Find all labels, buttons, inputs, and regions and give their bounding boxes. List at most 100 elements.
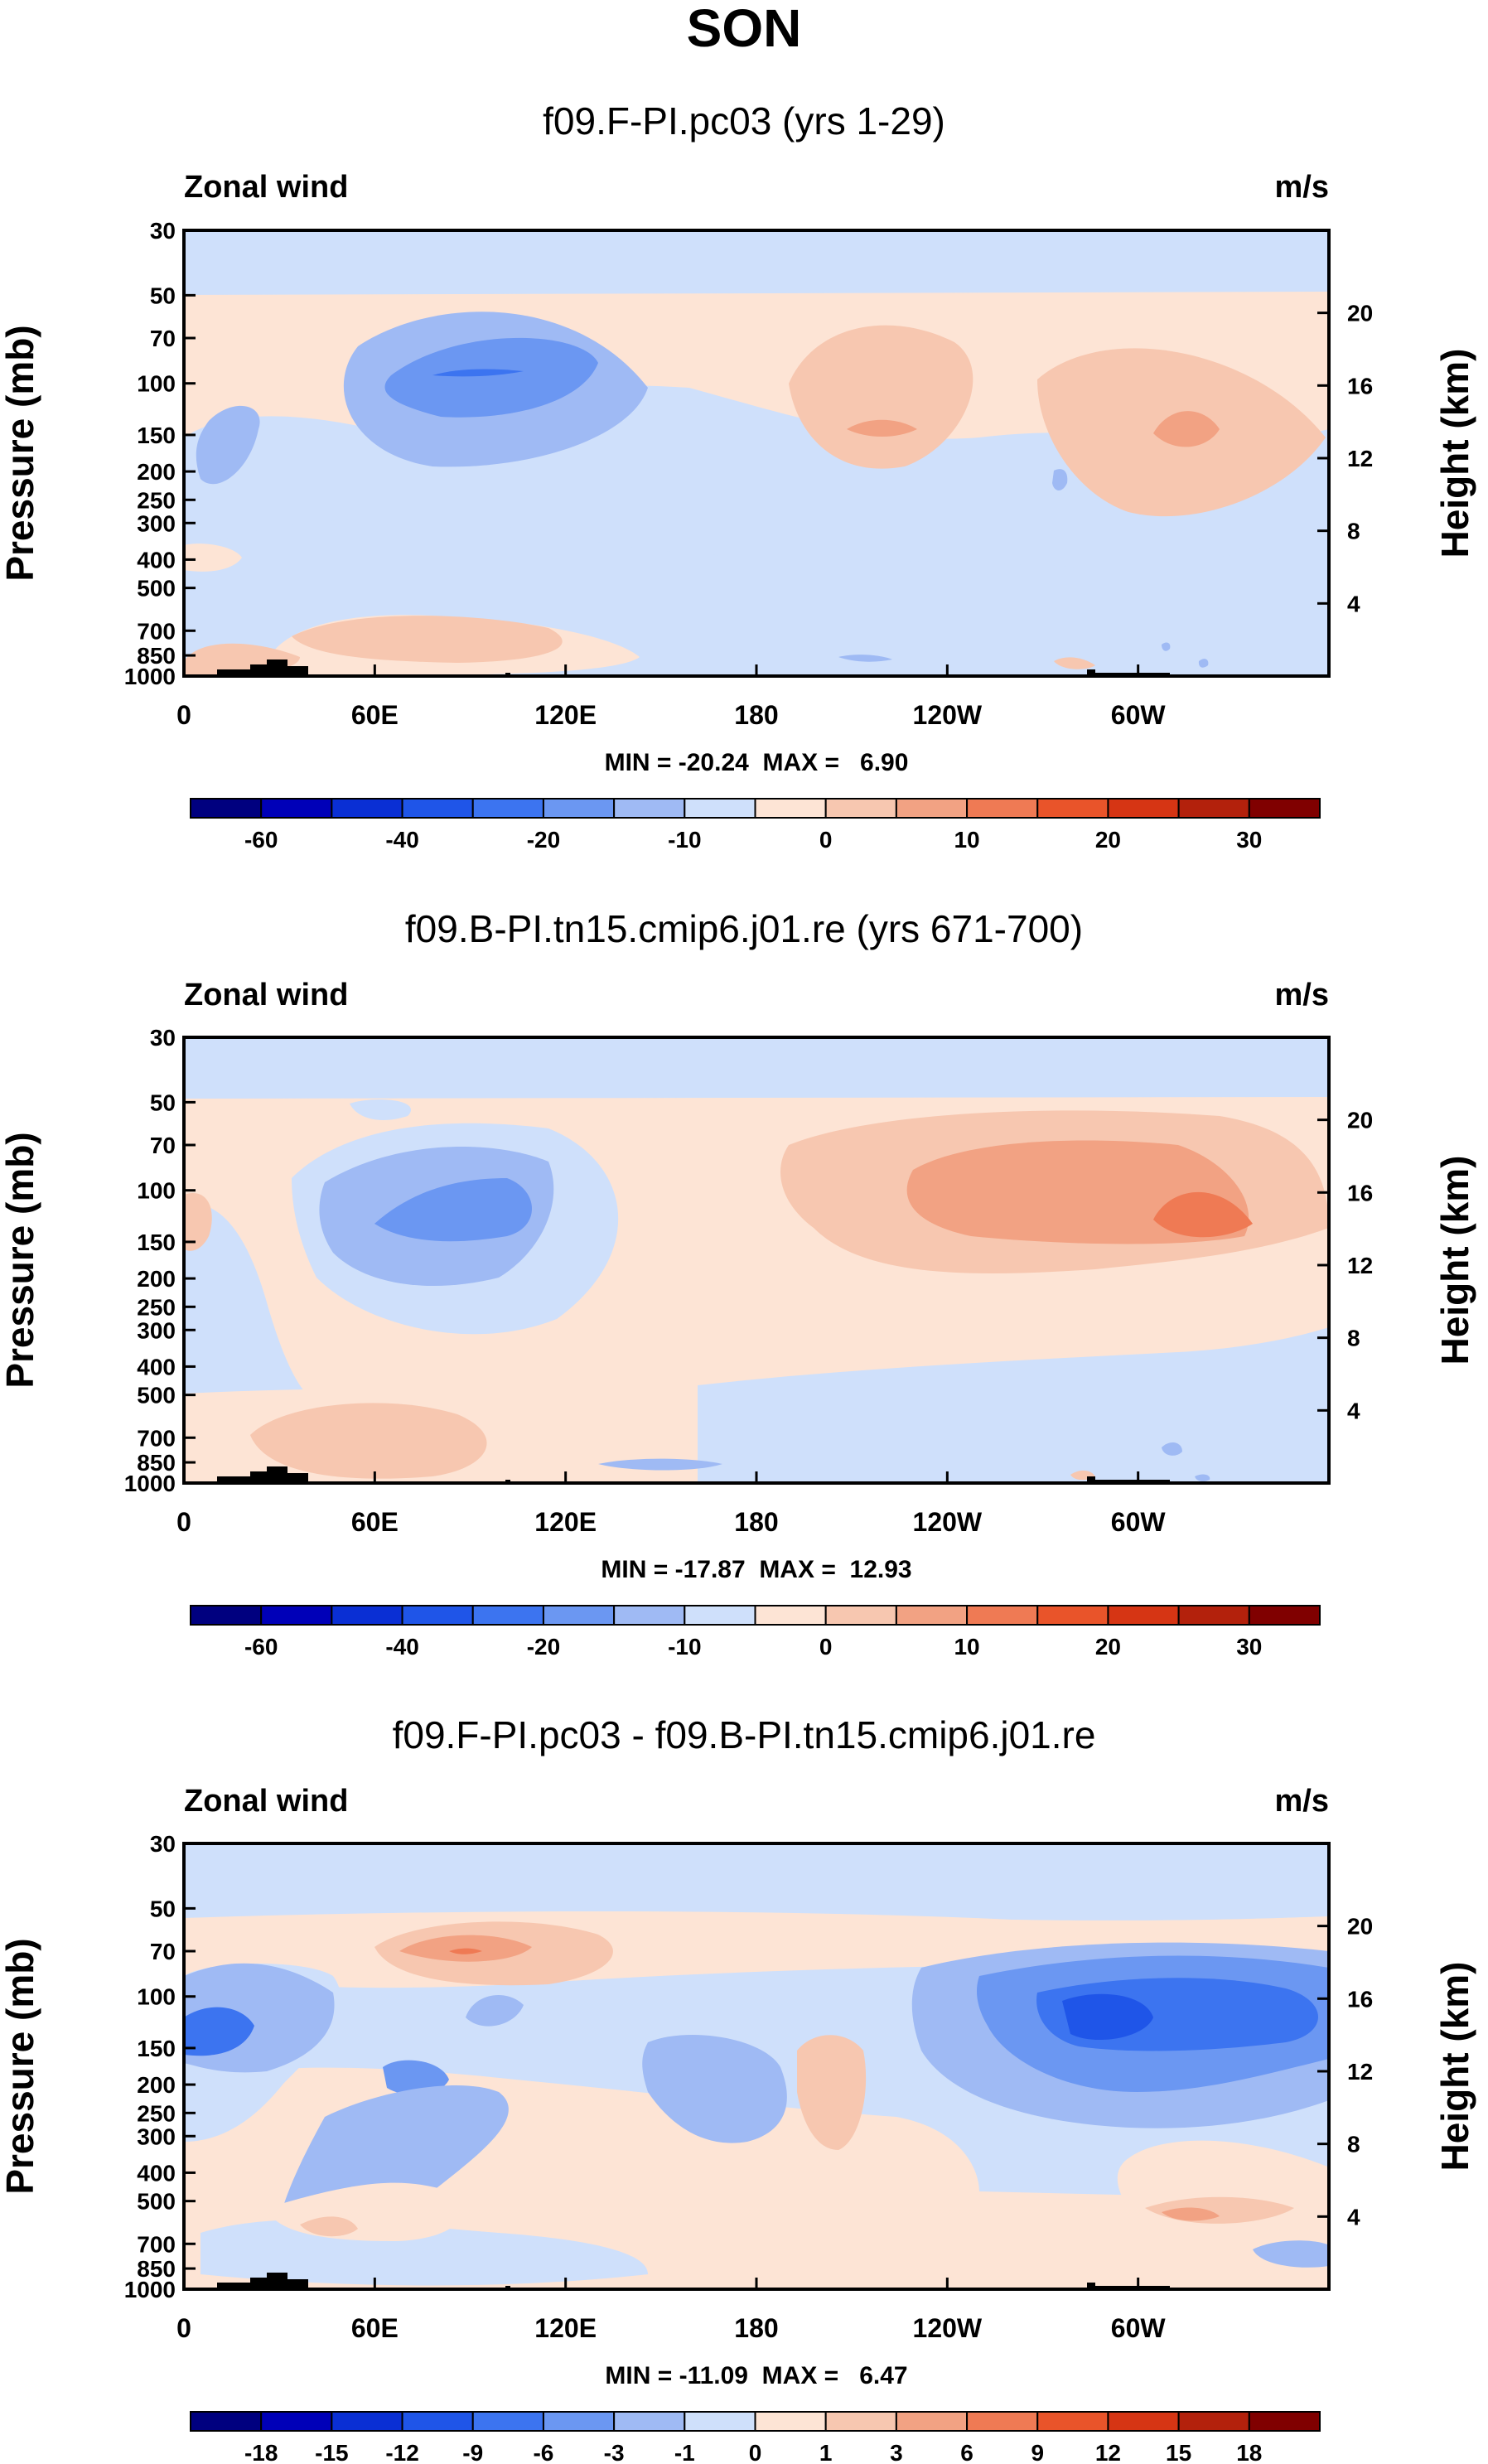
y-tick-label: 70 bbox=[150, 1939, 176, 1964]
colorbar-swatch bbox=[471, 2411, 544, 2432]
colorbar-label: -18 bbox=[244, 2440, 278, 2464]
colorbar-label: -1 bbox=[674, 2440, 695, 2464]
colorbar-label: -40 bbox=[385, 1634, 418, 1660]
height-tick-label: 4 bbox=[1347, 591, 1360, 616]
y-tick-label: 100 bbox=[137, 1984, 176, 2010]
y-tick-label: 300 bbox=[137, 2123, 176, 2149]
y-tick-label: 850 bbox=[137, 643, 176, 669]
colorbar-swatch bbox=[1036, 798, 1109, 819]
colorbar-label: -10 bbox=[668, 1634, 701, 1660]
colorbar-label: -60 bbox=[244, 1634, 278, 1660]
y-tick-label: 30 bbox=[150, 1025, 176, 1051]
colorbar-swatch bbox=[542, 2411, 616, 2432]
y-tick-label: 150 bbox=[137, 1230, 176, 1255]
page-title: SON bbox=[687, 0, 802, 58]
colorbar-label: -12 bbox=[385, 2440, 418, 2464]
panel-1-ylabel-left: Pressure (mb) bbox=[0, 325, 41, 581]
colorbar-swatch bbox=[1248, 2411, 1321, 2432]
colorbar-label: 10 bbox=[954, 1634, 979, 1660]
colorbar-label: 1 bbox=[819, 2440, 833, 2464]
height-tick-label: 16 bbox=[1347, 1180, 1373, 1205]
y-tick-label: 300 bbox=[137, 1317, 176, 1343]
panel-3-ylabel-right: Height (km) bbox=[1433, 1962, 1476, 2172]
panel-3-title: f09.F-PI.pc03 - f09.B-PI.tn15.cmip6.j01.… bbox=[393, 1713, 1096, 1756]
colorbar-swatch bbox=[1177, 1605, 1250, 1626]
panel-3-field bbox=[184, 1843, 1329, 2289]
colorbar-label: 30 bbox=[1236, 1634, 1262, 1660]
colorbar-label: 10 bbox=[954, 827, 979, 853]
x-tick-label: 0 bbox=[176, 1507, 191, 1537]
colorbar-label: -6 bbox=[533, 2440, 553, 2464]
colorbar-swatch bbox=[190, 798, 263, 819]
colorbar-swatch bbox=[260, 2411, 333, 2432]
y-tick-label: 250 bbox=[137, 2100, 176, 2126]
colorbar-swatch bbox=[966, 798, 1039, 819]
colorbar-label: -60 bbox=[244, 827, 278, 853]
x-tick-label: 180 bbox=[734, 2313, 778, 2343]
y-tick-label: 400 bbox=[137, 1354, 176, 1379]
height-tick-label: 16 bbox=[1347, 1986, 1373, 2012]
colorbar-swatch bbox=[684, 1605, 756, 1626]
panel-2-ylabel-right: Height (km) bbox=[1433, 1156, 1476, 1365]
colorbar-swatch bbox=[684, 798, 756, 819]
height-tick-label: 12 bbox=[1347, 446, 1373, 471]
y-tick-label: 150 bbox=[137, 423, 176, 448]
panel-2-colorbar: -60 -40 -20 -10 0 10 20 30 bbox=[190, 1605, 1321, 1660]
x-tick-label: 120W bbox=[913, 700, 983, 730]
colorbar-swatch bbox=[401, 2411, 474, 2432]
colorbar-swatch bbox=[824, 798, 897, 819]
panel-3-variable-label: Zonal wind bbox=[184, 1784, 348, 1819]
colorbar-swatch bbox=[824, 1605, 897, 1626]
y-tick-label: 70 bbox=[150, 1133, 176, 1158]
y-tick-label: 30 bbox=[150, 218, 176, 244]
x-tick-label: 120E bbox=[534, 2313, 597, 2343]
y-tick-label: 200 bbox=[137, 459, 176, 485]
colorbar-swatch bbox=[331, 2411, 403, 2432]
panel-1: f09.F-PI.pc03 (yrs 1-29) Zonal wind m/s bbox=[0, 99, 1476, 853]
colorbar-swatch bbox=[966, 1605, 1039, 1626]
colorbar-swatch bbox=[471, 1605, 544, 1626]
x-tick-label: 120E bbox=[534, 700, 597, 730]
panel-1-units-label: m/s bbox=[1275, 170, 1329, 205]
x-tick-label: 180 bbox=[734, 1507, 778, 1537]
x-tick-label: 60W bbox=[1111, 1507, 1167, 1537]
panel-1-ylabel-right: Height (km) bbox=[1433, 349, 1476, 558]
colorbar-swatch bbox=[824, 2411, 897, 2432]
y-tick-label: 200 bbox=[137, 1266, 176, 1292]
panel-2-units-label: m/s bbox=[1275, 978, 1329, 1012]
colorbar-label: 12 bbox=[1095, 2440, 1121, 2464]
colorbar-swatch bbox=[754, 2411, 827, 2432]
y-tick-label: 700 bbox=[137, 618, 176, 644]
x-tick-label: 60E bbox=[351, 700, 399, 730]
colorbar-swatch bbox=[1248, 1605, 1321, 1626]
panel-1-min-max: MIN = -20.24 MAX = 6.90 bbox=[605, 749, 909, 776]
y-tick-label: 1000 bbox=[124, 664, 176, 689]
colorbar-label: -40 bbox=[385, 827, 418, 853]
height-tick-label: 16 bbox=[1347, 373, 1373, 399]
panel-3: f09.F-PI.pc03 - f09.B-PI.tn15.cmip6.j01.… bbox=[0, 1713, 1476, 2464]
y-tick-label: 250 bbox=[137, 1294, 176, 1320]
colorbar-swatch bbox=[401, 1605, 474, 1626]
y-tick-label: 50 bbox=[150, 1896, 176, 1921]
colorbar-swatch bbox=[613, 1605, 686, 1626]
colorbar-swatch bbox=[471, 798, 544, 819]
x-tick-label: 120E bbox=[534, 1507, 597, 1537]
colorbar-swatch bbox=[895, 2411, 969, 2432]
colorbar-swatch bbox=[1036, 2411, 1109, 2432]
x-tick-label: 60W bbox=[1111, 700, 1167, 730]
colorbar-swatch bbox=[895, 798, 969, 819]
height-tick-label: 8 bbox=[1347, 1326, 1360, 1351]
y-tick-label: 700 bbox=[137, 1425, 176, 1451]
x-tick-label: 0 bbox=[176, 700, 191, 730]
colorbar-label: 3 bbox=[890, 2440, 903, 2464]
x-tick-label: 60E bbox=[351, 2313, 399, 2343]
colorbar-label: 0 bbox=[749, 2440, 762, 2464]
panel-2-variable-label: Zonal wind bbox=[184, 978, 348, 1012]
panel-3-ylabel-left: Pressure (mb) bbox=[0, 1938, 41, 2194]
colorbar-label: 15 bbox=[1166, 2440, 1191, 2464]
y-tick-label: 100 bbox=[137, 1178, 176, 1204]
